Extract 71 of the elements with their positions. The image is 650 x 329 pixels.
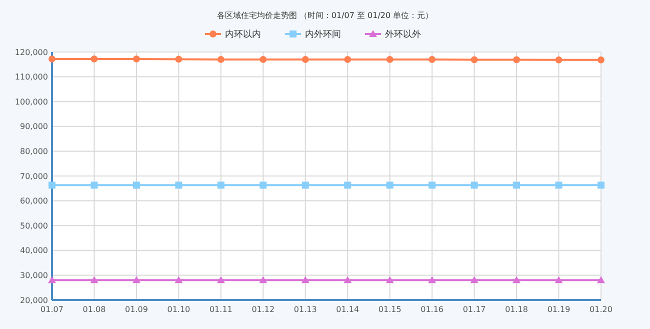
point: [598, 182, 604, 189]
x-tick-label: 01.14: [336, 305, 360, 314]
point: [428, 276, 436, 284]
y-tick-label: 20,000: [20, 296, 48, 305]
point: [48, 276, 56, 284]
point: [132, 55, 140, 62]
point: [386, 276, 394, 284]
point: [428, 182, 436, 189]
point: [302, 56, 309, 63]
legend-label: 内环以内: [225, 29, 261, 40]
point: [174, 276, 183, 284]
point: [512, 276, 521, 284]
x-tick-label: 01.16: [420, 305, 444, 314]
x-tick-label: 01.08: [82, 305, 106, 314]
point: [428, 56, 436, 63]
chart-title: 各区域住宅均价走势图 （时间：01/07 至 01/20 单位：元）: [216, 11, 434, 20]
y-tick-label: 100,000: [14, 97, 48, 106]
y-tick-label: 70,000: [20, 172, 48, 181]
point: [470, 182, 478, 189]
point: [554, 276, 563, 284]
y-tick-label: 40,000: [20, 246, 48, 256]
legend-label: 外环以外: [385, 29, 421, 40]
y-tick-label: 110,000: [14, 72, 48, 82]
point: [48, 182, 56, 189]
point: [132, 276, 140, 284]
point: [90, 55, 98, 62]
point: [259, 276, 268, 284]
y-tick-label: 30,000: [20, 271, 48, 280]
point: [90, 276, 98, 284]
point: [344, 182, 352, 189]
x-tick-label: 01.09: [125, 305, 148, 314]
y-tick-label: 80,000: [20, 147, 48, 156]
point: [260, 56, 267, 63]
point: [597, 276, 605, 284]
x-tick-label: 01.07: [40, 305, 64, 314]
legend-label: 内外环间: [305, 29, 341, 40]
point: [555, 182, 562, 189]
x-tick-label: 01.18: [505, 305, 528, 314]
point: [217, 182, 224, 189]
x-tick-label: 01.20: [590, 305, 612, 314]
y-tick-label: 90,000: [20, 122, 48, 132]
x-tick-label: 01.13: [294, 305, 317, 314]
x-tick-label: 01.15: [378, 305, 402, 314]
x-tick-label: 01.11: [209, 305, 232, 314]
point: [386, 182, 394, 189]
point: [132, 182, 140, 189]
point: [598, 56, 604, 64]
x-tick-label: 01.17: [462, 305, 486, 314]
point: [260, 182, 267, 189]
point: [302, 182, 309, 189]
point: [301, 276, 310, 284]
point: [48, 55, 56, 62]
point: [555, 56, 562, 64]
point: [216, 276, 225, 284]
y-tick-label: 120,000: [14, 48, 48, 57]
point: [175, 182, 182, 189]
point: [175, 56, 182, 63]
point: [344, 276, 352, 284]
point: [513, 56, 520, 64]
point: [470, 56, 478, 64]
x-tick-label: 01.10: [167, 305, 190, 314]
x-tick-label: 01.19: [547, 305, 570, 314]
point: [344, 56, 352, 63]
y-tick-label: 50,000: [20, 221, 48, 230]
point: [217, 56, 224, 63]
x-tick-label: 01.12: [252, 305, 275, 314]
point: [90, 182, 98, 189]
point: [386, 56, 394, 63]
y-tick-label: 60,000: [20, 196, 48, 206]
point: [470, 276, 478, 284]
point: [513, 182, 520, 189]
